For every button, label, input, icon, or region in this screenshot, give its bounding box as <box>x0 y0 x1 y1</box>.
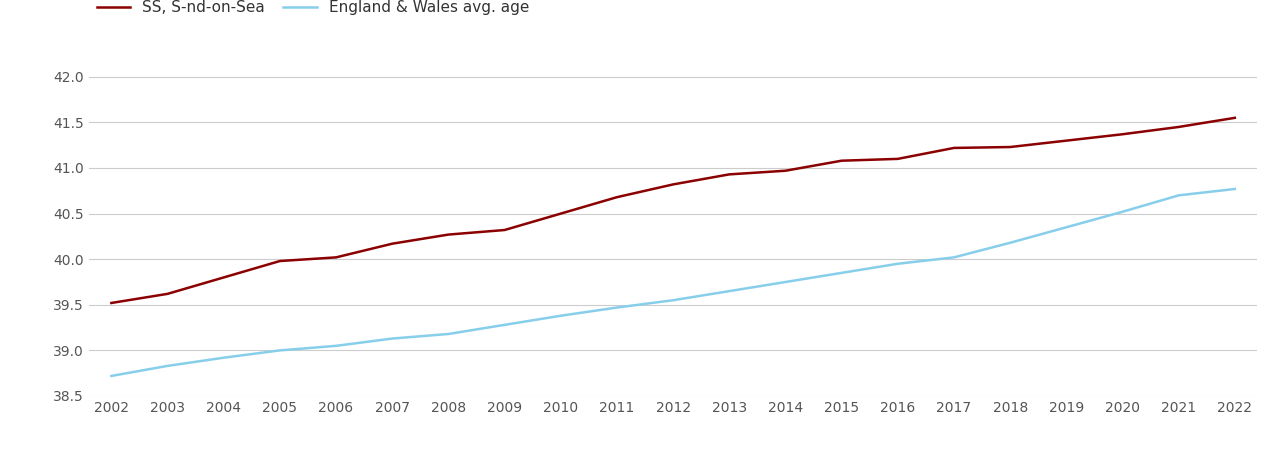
SS, S-nd-on-Sea <box>385 241 400 247</box>
England & Wales avg. age <box>665 297 681 303</box>
SS, S-nd-on-Sea <box>1002 144 1017 150</box>
England & Wales avg. age <box>1227 186 1242 192</box>
England & Wales avg. age <box>777 279 792 285</box>
England & Wales avg. age <box>441 331 456 337</box>
England & Wales avg. age <box>721 288 737 294</box>
England & Wales avg. age <box>610 305 625 310</box>
SS, S-nd-on-Sea <box>610 194 625 200</box>
England & Wales avg. age <box>160 363 175 369</box>
England & Wales avg. age <box>554 313 569 319</box>
SS, S-nd-on-Sea <box>104 300 119 306</box>
SS, S-nd-on-Sea <box>890 156 906 162</box>
SS, S-nd-on-Sea <box>216 275 231 280</box>
England & Wales avg. age <box>1115 209 1130 215</box>
Line: SS, S-nd-on-Sea: SS, S-nd-on-Sea <box>112 118 1234 303</box>
SS, S-nd-on-Sea <box>834 158 850 163</box>
SS, S-nd-on-Sea <box>1171 124 1186 130</box>
England & Wales avg. age <box>385 336 400 341</box>
SS, S-nd-on-Sea <box>160 291 175 297</box>
England & Wales avg. age <box>272 348 287 353</box>
England & Wales avg. age <box>497 322 512 328</box>
England & Wales avg. age <box>104 373 119 378</box>
SS, S-nd-on-Sea <box>721 172 737 177</box>
SS, S-nd-on-Sea <box>441 232 456 237</box>
England & Wales avg. age <box>216 355 231 360</box>
England & Wales avg. age <box>890 261 906 266</box>
SS, S-nd-on-Sea <box>329 255 344 260</box>
SS, S-nd-on-Sea <box>272 258 287 264</box>
England & Wales avg. age <box>1002 240 1017 246</box>
SS, S-nd-on-Sea <box>1227 115 1242 121</box>
SS, S-nd-on-Sea <box>554 211 569 216</box>
SS, S-nd-on-Sea <box>497 227 512 233</box>
Legend: SS, S-nd-on-Sea, England & Wales avg. age: SS, S-nd-on-Sea, England & Wales avg. ag… <box>97 0 530 15</box>
England & Wales avg. age <box>1171 193 1186 198</box>
SS, S-nd-on-Sea <box>665 182 681 187</box>
England & Wales avg. age <box>834 270 850 275</box>
SS, S-nd-on-Sea <box>946 145 961 151</box>
SS, S-nd-on-Sea <box>1115 131 1130 137</box>
England & Wales avg. age <box>1059 225 1074 230</box>
SS, S-nd-on-Sea <box>777 168 792 173</box>
England & Wales avg. age <box>329 343 344 349</box>
England & Wales avg. age <box>946 255 961 260</box>
SS, S-nd-on-Sea <box>1059 138 1074 144</box>
Line: England & Wales avg. age: England & Wales avg. age <box>112 189 1234 376</box>
